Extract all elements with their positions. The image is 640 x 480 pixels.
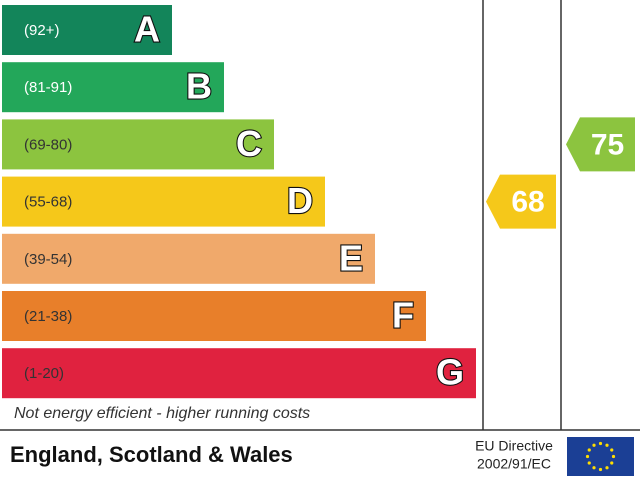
band-range: (39-54) <box>24 251 72 268</box>
band-bar <box>2 119 274 170</box>
band-range: (81-91) <box>24 79 72 96</box>
flag-star <box>587 461 591 465</box>
band-range: (69-80) <box>24 136 72 153</box>
flag-star <box>585 454 590 459</box>
footer-note: Not energy efficient - higher running co… <box>14 405 310 422</box>
band-bar <box>2 348 476 399</box>
bands: (92+) A (81-91) B (69-80) C (55-68) D (39-54) E (2… <box>2 5 476 399</box>
potential-rating-arrow <box>566 117 635 172</box>
flag-star <box>587 448 591 452</box>
band-letter: D <box>287 180 313 221</box>
band-letter: B <box>186 66 212 107</box>
current-rating-arrow <box>486 174 556 229</box>
flag-star <box>610 461 614 465</box>
current-rating-label: 68 <box>511 186 544 219</box>
band-letter: G <box>436 352 464 393</box>
flag-star <box>605 466 609 470</box>
band-letter: C <box>236 123 262 164</box>
flag-star <box>611 454 616 459</box>
band-bar <box>2 62 224 113</box>
flag-star <box>598 467 603 472</box>
flag-star <box>592 466 596 470</box>
flag-star <box>592 443 596 447</box>
flag-star <box>610 448 614 452</box>
band-bar <box>2 233 375 284</box>
band-range: (92+) <box>24 22 59 39</box>
band-range: (1-20) <box>24 365 64 382</box>
band-letter: A <box>134 9 160 50</box>
band-bar <box>2 5 172 55</box>
flag-star <box>605 443 609 447</box>
arrows: 68 75 <box>486 117 635 229</box>
directive: 2002/91/EC <box>477 456 551 472</box>
flag-star <box>598 441 603 446</box>
potential-rating-label: 75 <box>591 128 624 161</box>
band-bar <box>2 176 325 227</box>
band-range: (21-38) <box>24 308 72 325</box>
region: England, Scotland & Wales <box>10 442 293 467</box>
band-range: (55-68) <box>24 194 72 211</box>
directive: EU Directive <box>475 438 553 454</box>
band-letter: F <box>392 295 414 336</box>
band-bar <box>2 291 426 341</box>
eu-flag <box>567 437 634 476</box>
band-letter: E <box>339 237 363 278</box>
